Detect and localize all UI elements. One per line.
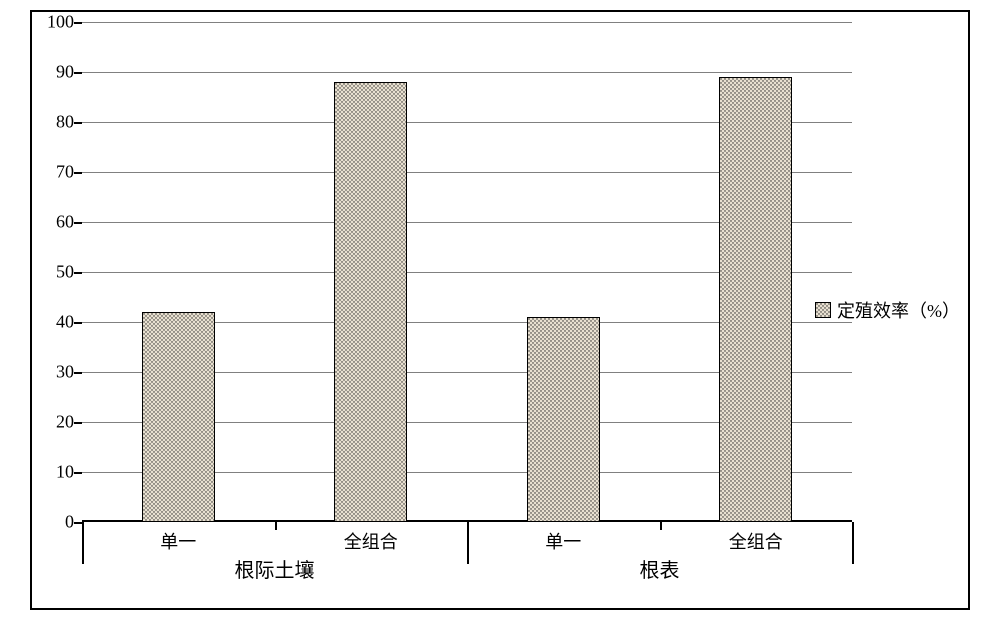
y-tick <box>74 472 82 474</box>
plot-area: 0102030405060708090100单一全组合根际土壤单一全组合根表 <box>82 22 852 522</box>
bar <box>142 312 215 522</box>
legend-label: 定殖效率（%） <box>837 297 960 323</box>
y-tick <box>74 322 82 324</box>
legend: 定殖效率（%） <box>815 297 960 323</box>
x-tick <box>82 522 84 530</box>
group-tick <box>852 522 854 564</box>
chart-border: 0102030405060708090100单一全组合根际土壤单一全组合根表 定… <box>30 10 970 610</box>
y-tick-label: 50 <box>56 262 74 283</box>
y-tick <box>74 222 82 224</box>
bar <box>527 317 600 522</box>
y-tick <box>74 122 82 124</box>
y-tick-label: 20 <box>56 412 74 433</box>
y-tick-label: 40 <box>56 312 74 333</box>
x-tick <box>275 522 277 530</box>
y-tick <box>74 72 82 74</box>
y-tick-label: 60 <box>56 212 74 233</box>
y-tick-label: 0 <box>65 512 74 533</box>
y-tick <box>74 22 82 24</box>
category-label: 单一 <box>160 528 196 554</box>
gridline <box>82 72 852 73</box>
legend-swatch <box>815 302 831 318</box>
y-tick-label: 80 <box>56 112 74 133</box>
y-tick <box>74 422 82 424</box>
x-tick <box>660 522 662 530</box>
y-tick <box>74 172 82 174</box>
group-label: 根表 <box>640 554 680 583</box>
y-tick-label: 90 <box>56 62 74 83</box>
category-label: 全组合 <box>729 528 783 554</box>
y-tick <box>74 272 82 274</box>
group-label: 根际土壤 <box>235 554 315 583</box>
category-label: 全组合 <box>344 528 398 554</box>
y-tick <box>74 522 82 524</box>
bar <box>334 82 407 522</box>
chart-container: 0102030405060708090100单一全组合根际土壤单一全组合根表 定… <box>0 0 1000 623</box>
bar <box>719 77 792 522</box>
y-tick-label: 100 <box>47 12 74 33</box>
y-tick <box>74 372 82 374</box>
gridline <box>82 22 852 23</box>
group-tick <box>467 522 469 564</box>
category-label: 单一 <box>545 528 581 554</box>
y-tick-label: 30 <box>56 362 74 383</box>
y-tick-label: 70 <box>56 162 74 183</box>
y-tick-label: 10 <box>56 462 74 483</box>
